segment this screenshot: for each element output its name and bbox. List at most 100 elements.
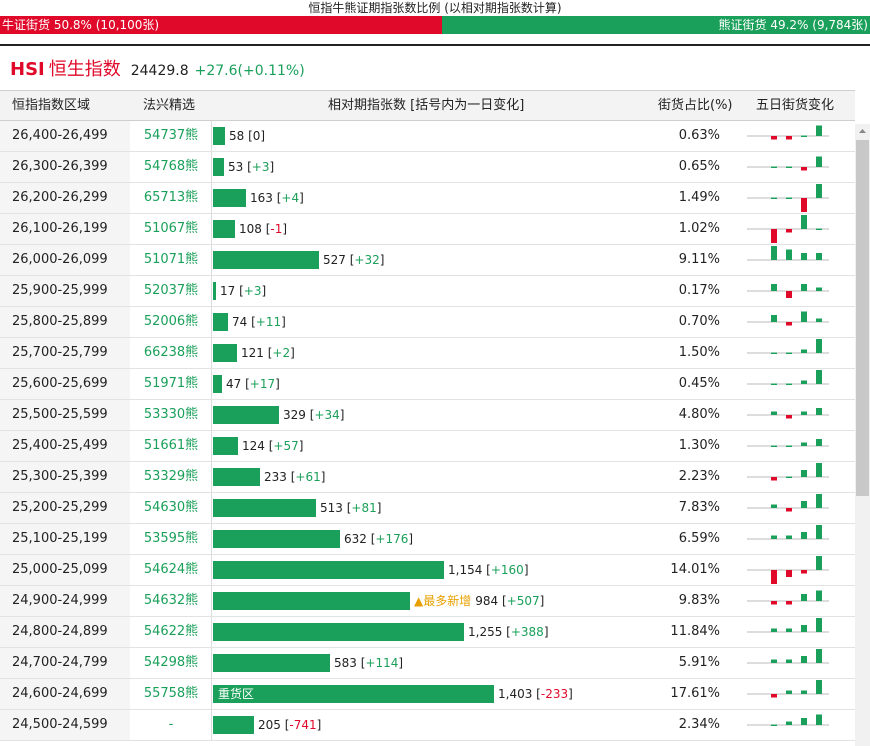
contracts-value: 527 (323, 253, 346, 267)
contracts-bar (213, 716, 254, 734)
contracts-bar (213, 499, 316, 517)
trend-bar (786, 570, 792, 577)
trend-sparkline (747, 618, 829, 633)
trend-bar (801, 215, 807, 229)
five-day-trend (745, 369, 831, 399)
contracts-label: 1,255 [+388] (468, 625, 549, 639)
trend-bar (801, 349, 807, 353)
product-link[interactable]: 51071熊 (143, 252, 199, 267)
product-link[interactable]: 53330熊 (143, 407, 199, 422)
range-cell: 25,000-25,099 (0, 555, 130, 585)
trend-bar (771, 136, 777, 140)
product-link[interactable]: 53329熊 (143, 469, 199, 484)
contracts-label: 17 [+3] (220, 284, 267, 298)
contracts-bar (213, 375, 222, 393)
contracts-bar (213, 282, 216, 300)
trend-bar (801, 284, 807, 291)
trend-sparkline (747, 439, 829, 447)
share-cell: 0.70% (678, 314, 720, 329)
range-cell: 25,700-25,799 (0, 338, 130, 368)
header-range: 恒指指数区域 (12, 98, 91, 113)
contracts-value: 121 (241, 346, 264, 360)
index-code: HSI (10, 59, 45, 80)
trend-bar (771, 628, 777, 632)
product-link[interactable]: 65713熊 (143, 190, 199, 205)
product-link[interactable]: 52006熊 (143, 314, 199, 329)
range-cell: 25,500-25,599 (0, 400, 130, 430)
contracts-value: 124 (242, 439, 265, 453)
trend-bar (771, 197, 777, 199)
product-link[interactable]: 55758熊 (143, 686, 199, 701)
trend-bar (801, 570, 807, 574)
contracts-change: -1 (270, 222, 283, 236)
trend-sparkline (747, 680, 829, 698)
five-day-trend (745, 586, 831, 616)
product-link[interactable]: 54632熊 (143, 593, 199, 608)
trend-sparkline (747, 649, 829, 664)
scrollbar[interactable] (855, 124, 870, 746)
contracts-cell: 58 [0] (211, 121, 651, 151)
contracts-bar (213, 189, 246, 207)
range-cell: 25,900-25,999 (0, 276, 130, 306)
trend-bar (786, 445, 792, 447)
contracts-cell: 329 [+34] (211, 400, 651, 430)
contracts-cell: 74 [+11] (211, 307, 651, 337)
share-cell: 0.63% (678, 128, 720, 143)
trend-sparkline (747, 408, 829, 419)
range-cell: 25,300-25,399 (0, 462, 130, 492)
contracts-change: 0 (252, 129, 261, 143)
product-link[interactable]: 54630熊 (143, 500, 199, 515)
five-day-trend (745, 493, 831, 523)
range-cell: 26,300-26,399 (0, 152, 130, 182)
contracts-change: -233 (540, 687, 569, 701)
product-link[interactable]: 51067熊 (143, 221, 199, 236)
five-day-trend (745, 183, 831, 213)
ratio-title: 恒指牛熊证期指张数比例 (以相对期指张数计算) (308, 1, 562, 15)
product-link[interactable]: 51971熊 (143, 376, 199, 391)
trend-bar (786, 229, 792, 233)
trend-bar (816, 649, 822, 663)
product-link[interactable]: 51661熊 (143, 438, 199, 453)
product-link[interactable]: 54624熊 (143, 562, 199, 577)
contracts-label: 53 [+3] (228, 160, 275, 174)
share-cell: 1.02% (678, 221, 720, 236)
trend-bar (771, 229, 777, 243)
bull-ratio-segment: 牛证街货 50.8% (10,100张) (0, 16, 442, 34)
share-cell: 9.83% (678, 593, 720, 608)
product-link[interactable]: 54737熊 (143, 128, 199, 143)
table-header: 恒指指数区域 法兴精选 相对期指张数 [括号内为一日变化] 街货占比(%) 五日… (0, 90, 855, 121)
product-link[interactable]: 52037熊 (143, 283, 199, 298)
contracts-value: 632 (344, 532, 367, 546)
product-link[interactable]: 54622熊 (143, 624, 199, 639)
trend-sparkline (747, 370, 829, 385)
trend-bar (816, 680, 822, 694)
trend-sparkline (747, 156, 829, 171)
scroll-up-arrow-icon[interactable] (855, 124, 870, 138)
contracts-change: +17 (249, 377, 276, 391)
cbbc-table: 恒指指数区域 法兴精选 相对期指张数 [括号内为一日变化] 街货占比(%) 五日… (0, 90, 855, 741)
product-link[interactable]: 54298熊 (143, 655, 199, 670)
trend-bar (816, 714, 822, 725)
five-day-trend (745, 245, 831, 275)
trend-bar (816, 408, 822, 415)
contracts-bar (213, 592, 410, 610)
trend-bar (786, 197, 792, 199)
contracts-bar (213, 158, 224, 176)
product-link[interactable]: 54768熊 (143, 159, 199, 174)
contracts-change: +507 (506, 594, 540, 608)
trend-bar (771, 477, 777, 481)
trend-bar (801, 470, 807, 477)
share-cell: 1.50% (678, 345, 720, 360)
contracts-bar (213, 220, 235, 238)
product-link[interactable]: 53595熊 (143, 531, 199, 546)
five-day-trend (745, 338, 831, 368)
table-row: 25,400-25,499 51661熊 124 [+57] 1.30% (0, 431, 855, 462)
contracts-value: 984 (475, 594, 499, 608)
product-link[interactable]: - (168, 717, 174, 732)
scrollbar-thumb[interactable] (856, 140, 869, 496)
trend-bar (771, 694, 777, 698)
index-value: 24429.8 (130, 63, 189, 79)
table-row: 25,200-25,299 54630熊 513 [+81] 7.83% (0, 493, 855, 524)
contracts-value: 583 (334, 656, 357, 670)
product-link[interactable]: 66238熊 (143, 345, 199, 360)
